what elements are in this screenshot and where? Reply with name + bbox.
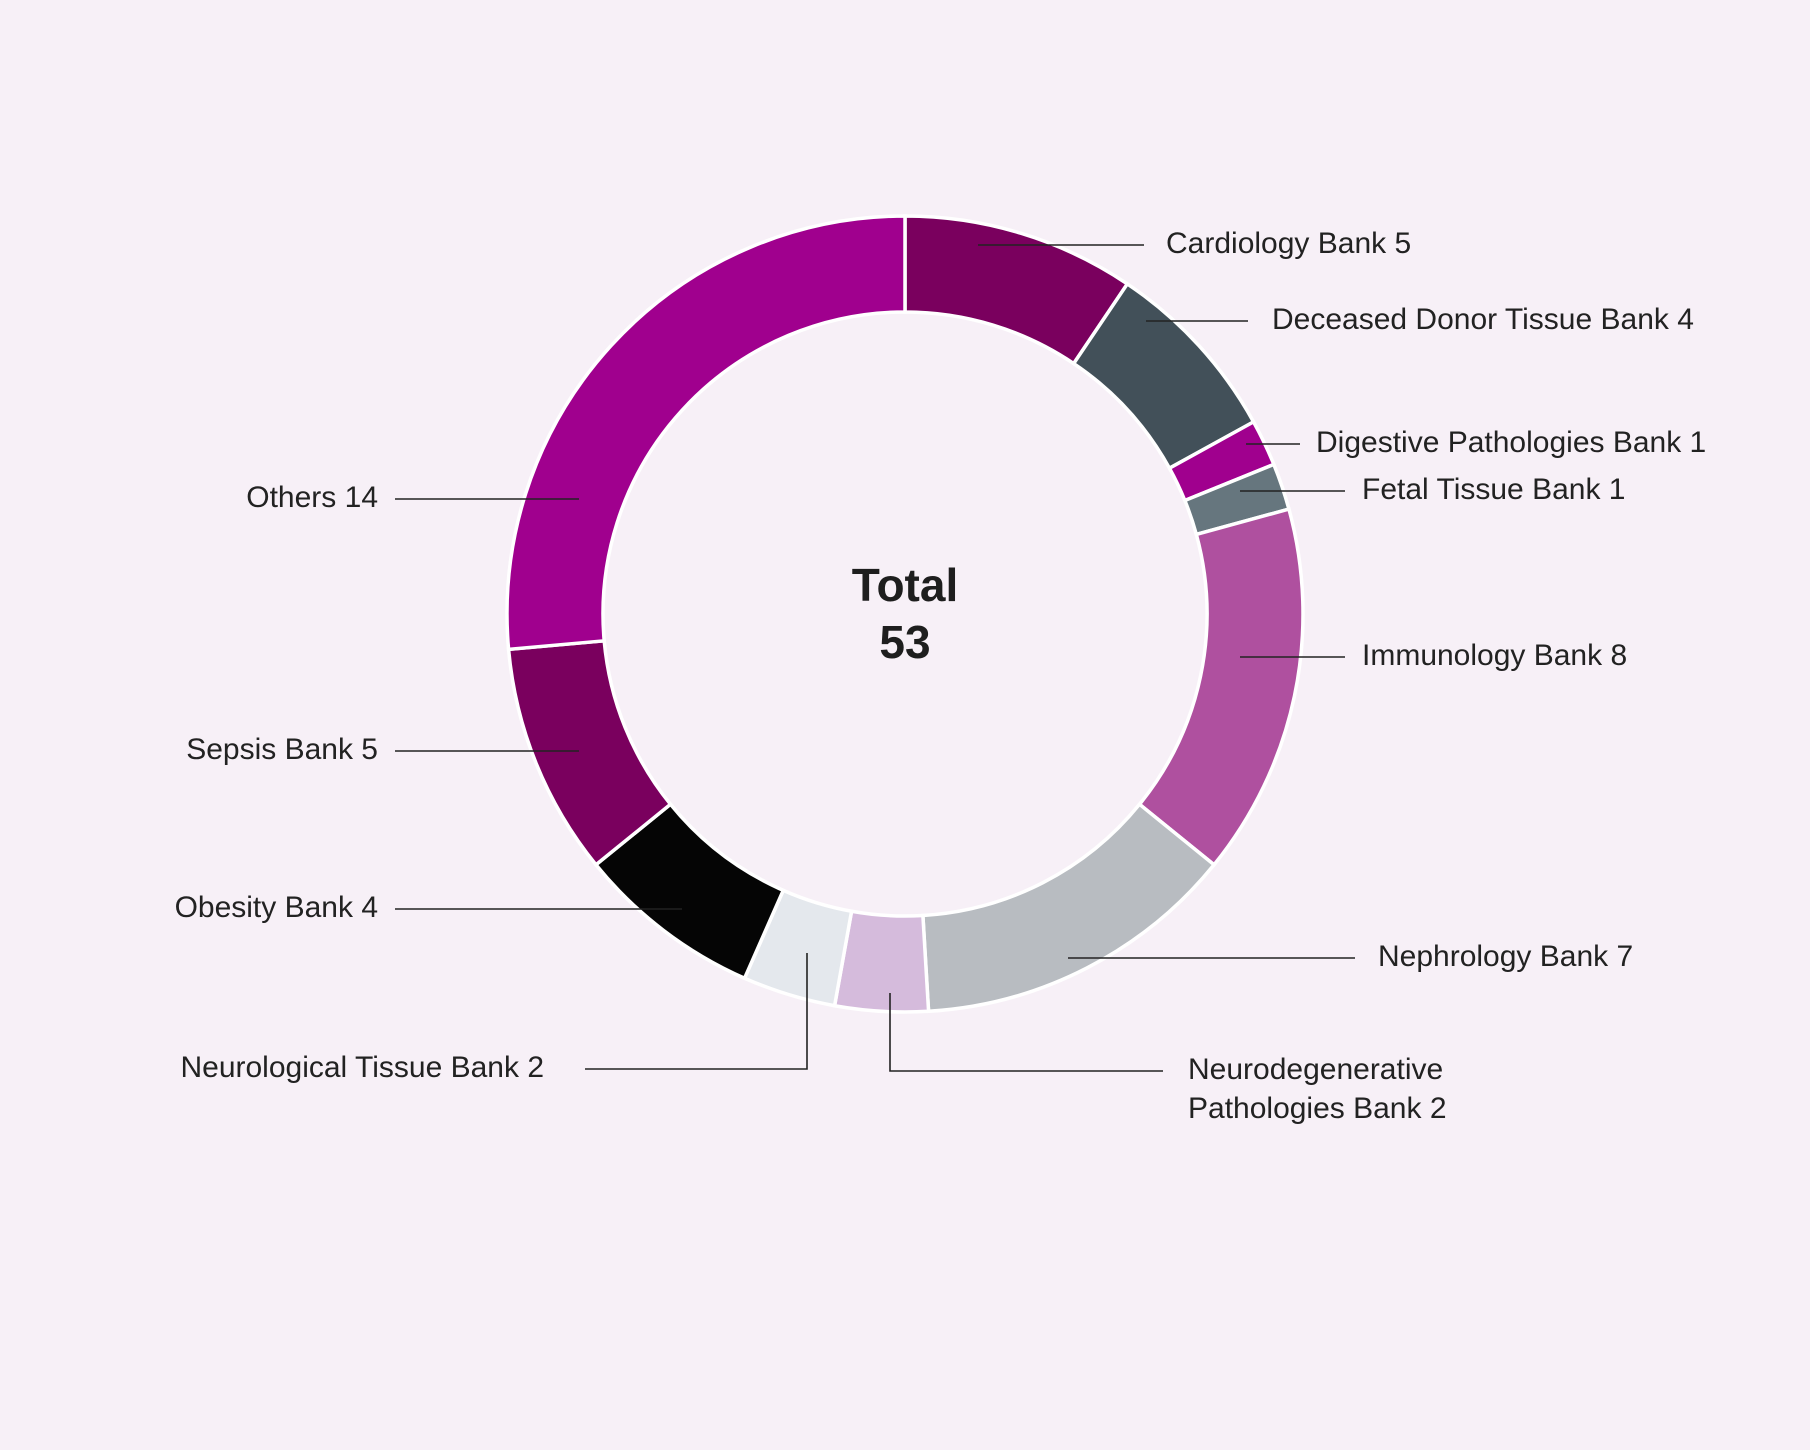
slices-layer bbox=[505, 214, 1305, 1014]
center-total-value: 53 bbox=[879, 616, 930, 668]
slice-label-deceased-donor-tissue-bank: Deceased Donor Tissue Bank 4 bbox=[1272, 303, 1694, 336]
slice-labels-layer: Cardiology Bank 5 Deceased Donor Tissue B… bbox=[175, 227, 1707, 1125]
slice-label-immunology-bank: Immunology Bank 8 bbox=[1362, 639, 1627, 672]
slice-label-obesity-bank: Obesity Bank 4 bbox=[175, 891, 378, 924]
leader-line-neurological-tissue-bank bbox=[585, 953, 808, 1070]
slice-immunology-bank bbox=[1137, 506, 1305, 868]
center-total-label: Total bbox=[852, 559, 958, 611]
slice-label-fetal-tissue-bank: Fetal Tissue Bank 1 bbox=[1362, 473, 1625, 506]
slice-label-cardiology-bank: Cardiology Bank 5 bbox=[1166, 227, 1411, 260]
slice-label-digestive-pathologies-bank: Digestive Pathologies Bank 1 bbox=[1316, 426, 1706, 459]
center-total: Total 53 bbox=[852, 559, 958, 668]
leader-lines-layer bbox=[395, 244, 1355, 1072]
slice-others bbox=[505, 214, 907, 652]
slice-label-others: Others 14 bbox=[246, 481, 378, 514]
leader-line-neurodegenerative-pathologies-bank bbox=[889, 993, 1163, 1072]
slice-label-sepsis-bank: Sepsis Bank 5 bbox=[186, 733, 378, 766]
slice-nephrology-bank bbox=[921, 801, 1217, 1014]
slice-label-nephrology-bank: Nephrology Bank 7 bbox=[1378, 940, 1633, 973]
slice-label-neurological-tissue-bank: Neurological Tissue Bank 2 bbox=[180, 1051, 544, 1084]
slice-label-neurodegenerative-pathologies-bank: Neurodegenerative Pathologies Bank 2 bbox=[1188, 1053, 1447, 1125]
